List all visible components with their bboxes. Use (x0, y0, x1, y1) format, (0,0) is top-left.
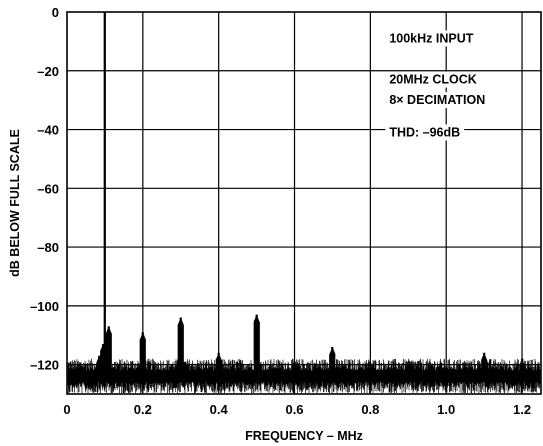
y-tick-label: –120 (30, 358, 59, 373)
spectrum-trace (67, 12, 541, 393)
x-tick-label: 0.8 (361, 402, 379, 417)
plot-series (67, 12, 541, 393)
x-tick-label: 0.4 (210, 402, 229, 417)
annotation-bg (385, 124, 465, 141)
y-tick-label: 0 (52, 5, 59, 20)
y-tick-label: –60 (37, 181, 59, 196)
y-tick-label: –100 (30, 299, 59, 314)
x-tick-label: 0 (63, 402, 70, 417)
x-tick-label: 1.0 (437, 402, 455, 417)
y-tick-label: –20 (37, 64, 59, 79)
annotations: 100kHz INPUT 20MHz CLOCK 8× DECIMATION THD:… (385, 30, 490, 141)
annotation-text: 20MHz CLOCK (389, 73, 477, 87)
annotation-bg (385, 92, 490, 109)
annotation: THD: –96dB (385, 124, 465, 141)
annotation-bg (385, 30, 478, 47)
plot-frame (66, 11, 542, 395)
tick-labels: 0 0.2 0.4 0.6 0.8 1.0 1.2 0 –20 –40 –60 –80 –100 –120 (30, 5, 531, 417)
x-tick-label: 1.2 (513, 402, 531, 417)
annotation: 20MHz CLOCK (385, 71, 481, 88)
y-tick-label: –80 (37, 240, 59, 255)
x-tick-label: 0.2 (134, 402, 152, 417)
annotation-bg (385, 71, 481, 88)
annotation-text: THD: –96dB (389, 125, 460, 139)
annotation: 100kHz INPUT (385, 30, 478, 47)
x-axis-title: FREQUENCY – MHz (245, 429, 363, 443)
grid-lines (67, 12, 541, 394)
y-axis-title: dB BELOW FULL SCALE (8, 129, 22, 277)
annotation-text: 100kHz INPUT (389, 31, 473, 45)
annotation-text: 8× DECIMATION (389, 93, 485, 107)
annotation: 8× DECIMATION (385, 92, 490, 109)
y-tick-label: –40 (37, 123, 59, 138)
x-tick-label: 0.6 (285, 402, 303, 417)
